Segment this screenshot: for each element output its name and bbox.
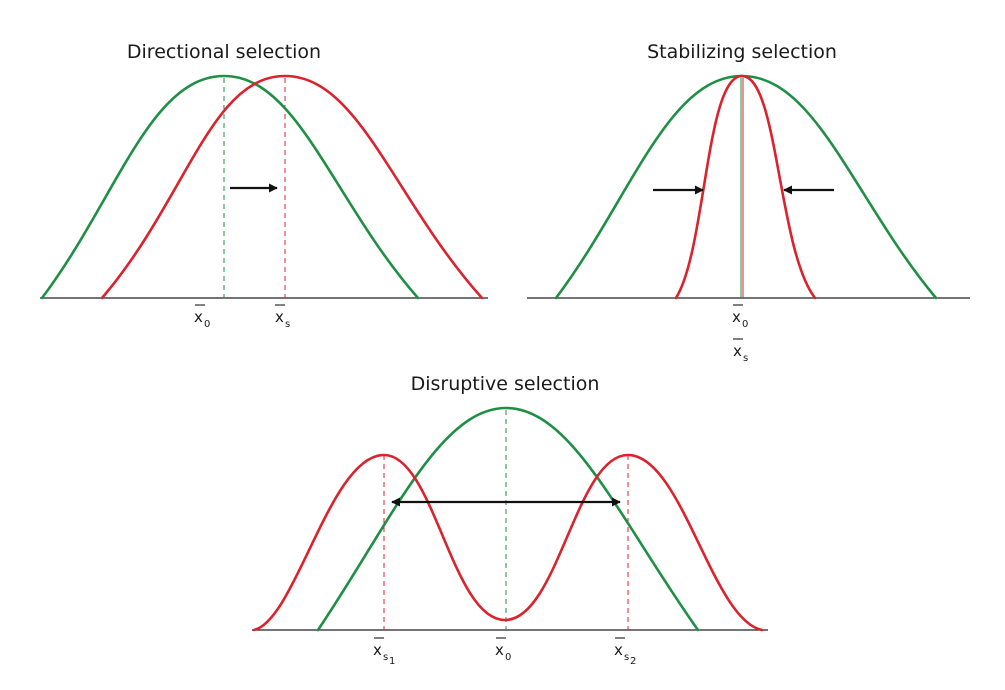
svg-text:s: s [743,353,748,364]
svg-text:x: x [495,641,504,659]
disruptive-label-x0: x 0 [495,637,511,663]
svg-text:x: x [194,308,203,326]
svg-text:s: s [624,652,629,663]
disruptive-label-xs1: x s 1 [373,637,395,667]
disruptive-panel: Disruptive selection x s 1 x 0 x s 2 [252,373,768,667]
stabilizing-original-curve [554,74,938,300]
stabilizing-label-x0: x 0 [732,304,748,330]
directional-label-xs: x s [275,304,290,330]
svg-text:x: x [373,641,382,659]
disruptive-original-curve [316,406,700,632]
directional-selected-curve [100,74,484,300]
svg-text:s: s [285,319,290,330]
svg-text:x: x [275,308,284,326]
svg-text:x: x [614,641,623,659]
stabilizing-panel: Stabilizing selection x 0 x s [527,41,970,364]
svg-text:1: 1 [389,656,395,667]
stabilizing-title: Stabilizing selection [647,41,837,63]
svg-text:2: 2 [630,656,636,667]
stabilizing-label-xs: x s [733,338,748,364]
disruptive-title: Disruptive selection [411,373,600,395]
svg-text:0: 0 [505,652,511,663]
directional-original-curve [40,74,420,300]
stabilizing-selected-curve [674,74,817,300]
svg-text:s: s [383,652,388,663]
disruptive-label-xs2: x s 2 [614,637,636,667]
directional-title: Directional selection [127,41,321,63]
svg-text:0: 0 [742,319,748,330]
svg-text:0: 0 [204,319,210,330]
directional-label-x0: x 0 [194,304,210,330]
disruptive-selected-curve [252,453,764,632]
svg-text:x: x [732,308,741,326]
directional-panel: Directional selection x 0 x s [40,41,488,330]
svg-text:x: x [733,342,742,360]
